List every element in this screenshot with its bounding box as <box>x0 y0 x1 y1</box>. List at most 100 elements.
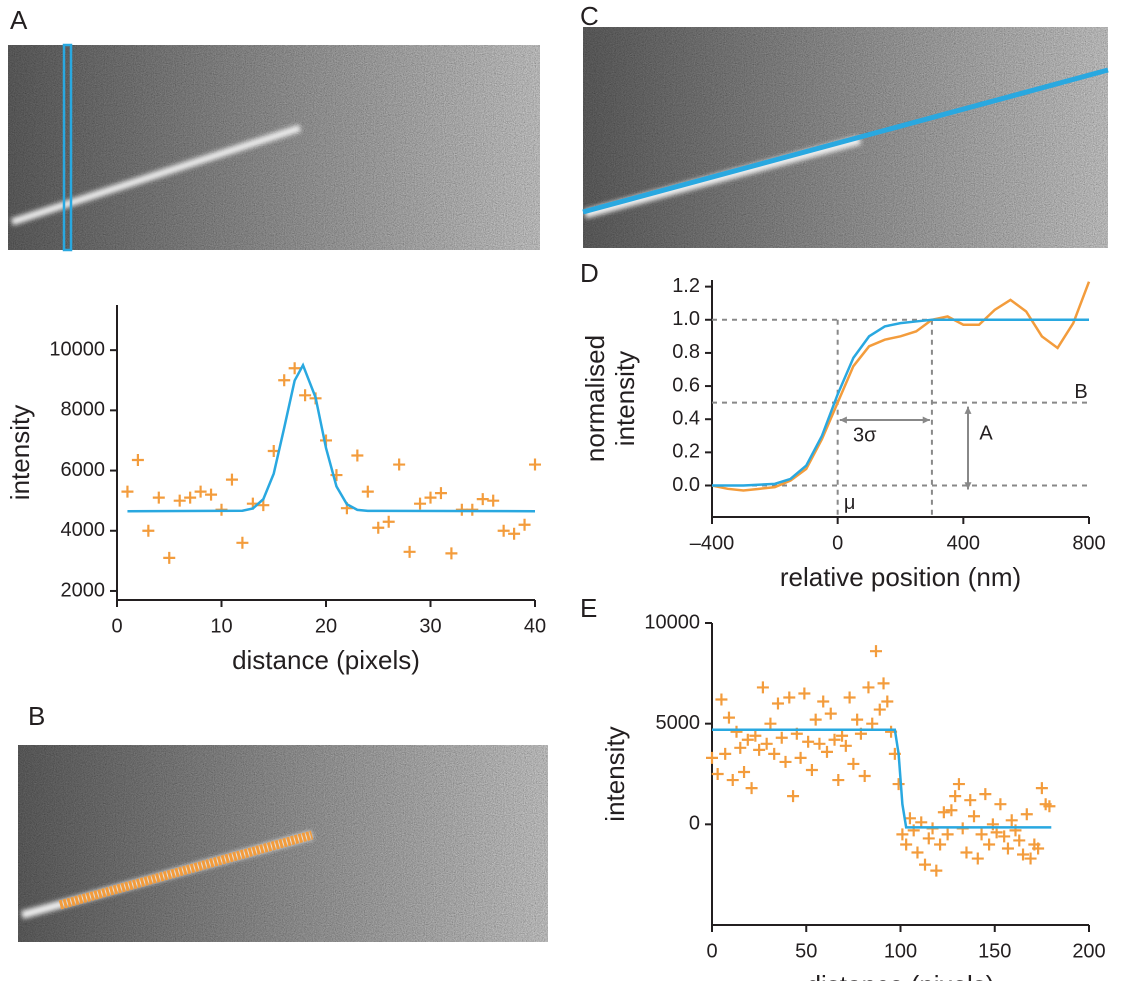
data-point <box>434 487 447 500</box>
data-point <box>828 733 841 746</box>
y-tick-label: 0.2 <box>672 441 700 463</box>
data-point <box>382 515 395 528</box>
y-tick-label: 0.6 <box>672 374 700 396</box>
annotation: μ <box>844 492 856 514</box>
data-point <box>236 536 249 549</box>
data-point <box>805 763 818 776</box>
data-point <box>351 449 364 462</box>
data-point <box>726 774 739 787</box>
x-tick-label: 100 <box>884 940 917 962</box>
data-point <box>518 518 531 531</box>
data-point <box>508 527 521 540</box>
annotation: 3σ <box>853 424 877 446</box>
x-axis-label: distance (pixels) <box>807 970 995 981</box>
data-point <box>372 521 385 534</box>
data-point <box>787 790 800 803</box>
y-tick-label: 1.0 <box>672 308 700 330</box>
data-point <box>900 838 913 851</box>
y-axis-label: intensity <box>600 726 630 821</box>
data-point <box>964 794 977 807</box>
data-line <box>712 728 1052 829</box>
x-tick-label: 0 <box>832 532 843 554</box>
image-b <box>18 745 548 942</box>
data-point <box>424 491 437 504</box>
data-point <box>393 458 406 471</box>
data-point <box>847 757 860 770</box>
data-point <box>839 739 852 752</box>
y-tick-label: 0 <box>689 813 700 835</box>
data-point <box>783 691 796 704</box>
data-point <box>529 458 541 471</box>
data-point <box>858 770 871 783</box>
x-axis-label: distance (pixels) <box>232 645 420 675</box>
data-point <box>299 389 312 402</box>
data-point <box>152 491 165 504</box>
data-point <box>919 858 932 871</box>
data-point <box>722 711 735 724</box>
data-point <box>1001 842 1014 855</box>
data-point <box>455 503 468 516</box>
chart: 0 5000 10000 0 50 100 150 200 distance (pixels) i… <box>600 611 1106 986</box>
data-point <box>184 491 197 504</box>
panel-label: D <box>580 258 599 288</box>
data-point <box>979 788 992 801</box>
x-tick-label: 0 <box>111 615 122 637</box>
data-point <box>998 830 1011 843</box>
x-tick-label: –400 <box>690 532 735 554</box>
data-point <box>1043 800 1056 813</box>
chart: 0.0 0.2 0.4 0.6 0.8 1.0 1.2 –400 0 400 800 relative… <box>580 275 1106 592</box>
data-point <box>836 729 849 742</box>
data-point <box>960 846 973 859</box>
data-point <box>779 755 792 768</box>
data-point <box>764 717 777 730</box>
data-point <box>934 838 947 851</box>
y-tick-label: 6000 <box>61 459 106 481</box>
data-point <box>1032 842 1045 855</box>
data-point <box>711 768 724 780</box>
data-point <box>869 645 882 658</box>
data-point <box>832 774 845 787</box>
chart: 2000 4000 6000 8000 10000 0 10 20 30 40 distance (… <box>5 305 546 675</box>
data-point <box>741 733 754 746</box>
data-point <box>194 485 207 498</box>
data-point <box>173 494 186 507</box>
data-point <box>121 485 134 498</box>
data-point <box>851 713 864 726</box>
data-point <box>983 838 996 851</box>
data-point <box>715 693 728 706</box>
data-point <box>937 806 950 819</box>
annotation: A <box>979 422 993 444</box>
data-point <box>911 846 924 859</box>
data-point <box>1005 814 1018 827</box>
arrow-head <box>922 416 930 424</box>
data-point <box>994 798 1007 811</box>
data-point <box>719 747 732 760</box>
y-axis-label: intensity <box>5 405 35 500</box>
arrow-head <box>839 416 847 424</box>
y-tick-label: 0.8 <box>672 341 700 363</box>
data-point <box>403 545 416 558</box>
x-tick-label: 0 <box>706 940 717 962</box>
y-tick-label: 10000 <box>644 611 700 633</box>
data-point <box>820 745 833 758</box>
x-tick-label: 800 <box>1072 532 1105 554</box>
y-tick-label: 2000 <box>61 579 106 601</box>
data-point <box>949 790 962 803</box>
data-point <box>445 547 458 560</box>
data-point <box>487 494 500 507</box>
x-tick-label: 200 <box>1072 940 1105 962</box>
data-point <box>877 677 890 690</box>
data-point <box>734 741 747 754</box>
data-point <box>1017 848 1030 861</box>
arrow-head <box>964 406 972 414</box>
arrow-head <box>964 482 972 490</box>
y-tick-label: 8000 <box>61 399 106 421</box>
data-point <box>881 695 894 708</box>
data-point <box>466 503 479 516</box>
data-point <box>802 735 815 748</box>
data-point <box>361 485 374 498</box>
data-point <box>1035 782 1048 795</box>
data-point <box>843 691 856 704</box>
data-point <box>142 524 155 537</box>
data-point <box>941 828 954 841</box>
